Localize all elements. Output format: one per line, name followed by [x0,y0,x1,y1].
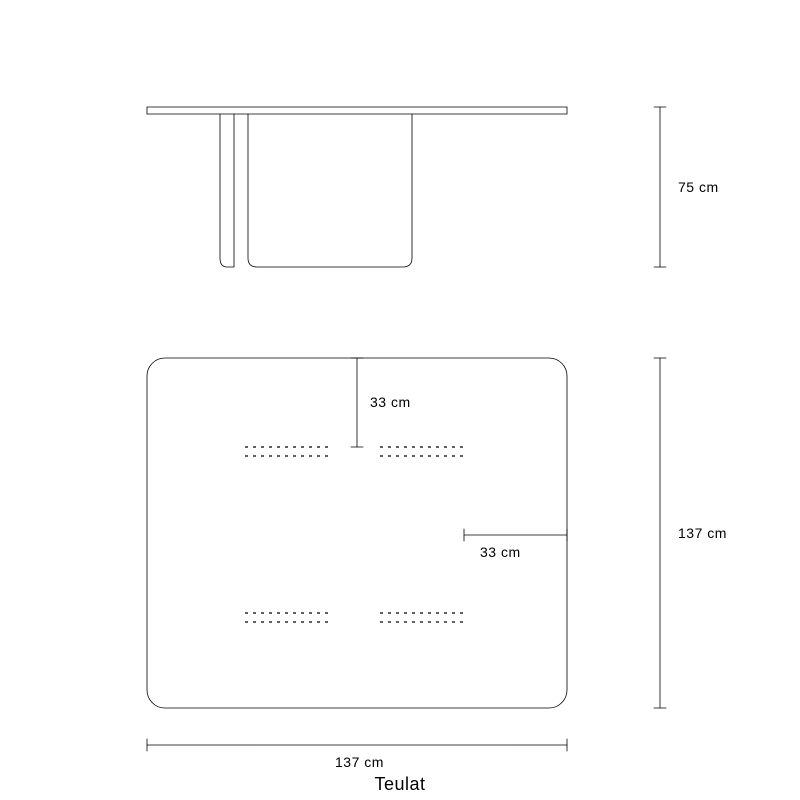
dim-label-depth: 137 cm [678,525,727,541]
dim-label-width: 137 cm [335,754,384,770]
leg-slim [220,114,234,267]
base-outline-dashed [245,447,464,622]
leg-wide [248,114,412,267]
dim-label-inset-top: 33 cm [370,394,411,410]
dim-label-height: 75 cm [678,179,719,195]
side-view: 75 cm [147,107,719,267]
dim-label-inset-side: 33 cm [480,544,521,560]
top-view: 33 cm 33 cm 137 cm 137 cm [147,358,727,770]
brand-label: Teulat [374,774,425,794]
tabletop-outline [147,107,567,114]
dimension-drawing: 75 cm 33 cm 33 cm 137 cm [0,0,800,800]
